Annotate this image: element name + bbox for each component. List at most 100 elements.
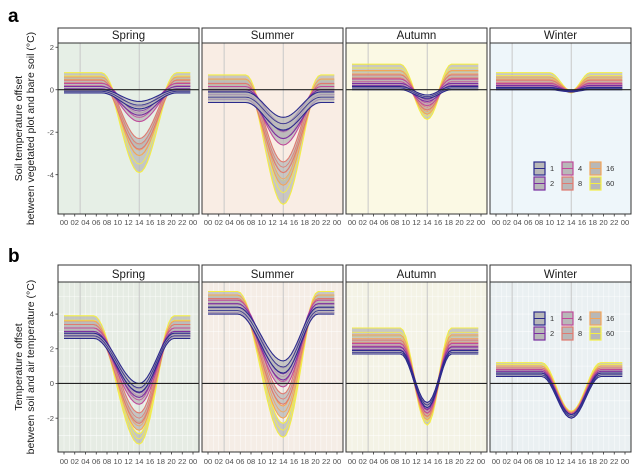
x-tick-label: 14 (135, 457, 143, 466)
x-tick-label: 00 (477, 218, 485, 227)
x-tick-label: 02 (503, 457, 511, 466)
x-tick-label: 10 (114, 218, 122, 227)
facet-strip-label: Winter (544, 269, 577, 281)
x-tick-label: 00 (189, 218, 197, 227)
x-tick-label: 00 (204, 218, 212, 227)
y-tick-label: 2 (50, 344, 54, 353)
ribbon-depth-1 (64, 89, 191, 109)
x-tick-label: 14 (135, 218, 143, 227)
x-tick-label: 08 (247, 457, 255, 466)
x-tick-label: 20 (599, 457, 607, 466)
line-depth-8-upper (64, 323, 191, 414)
x-tick-label: 00 (333, 457, 341, 466)
x-tick-label: 22 (322, 218, 330, 227)
x-tick-label: 10 (114, 457, 122, 466)
line-depth-2-upper (496, 84, 623, 92)
x-tick-label: 00 (204, 457, 212, 466)
x-tick-label: 18 (589, 457, 597, 466)
x-tick-label: 20 (167, 457, 175, 466)
x-tick-label: 18 (157, 218, 165, 227)
legend-label-60: 60 (606, 329, 614, 338)
x-tick-label: 22 (466, 218, 474, 227)
x-tick-label: 04 (225, 457, 233, 466)
facet-strip-label: Autumn (397, 30, 437, 42)
line-depth-1-mean (64, 335, 191, 389)
legend-label-8: 8 (578, 329, 582, 338)
y-tick-label: 2 (50, 43, 54, 52)
line-depth-60-upper (208, 290, 335, 425)
legend-label-16: 16 (606, 314, 614, 323)
ribbon-depth-1 (64, 333, 191, 393)
panel-letter-a: a (8, 6, 19, 27)
legend-label-60: 60 (606, 179, 614, 188)
x-tick-label: 04 (369, 457, 377, 466)
line-depth-1-lower (496, 375, 623, 419)
x-tick-label: 20 (599, 218, 607, 227)
x-tick-label: 16 (578, 218, 586, 227)
legend: 1 2 4 8 16 60 (533, 161, 614, 191)
x-tick-label: 00 (60, 218, 68, 227)
x-tick-label: 02 (215, 457, 223, 466)
x-tick-label: 06 (380, 218, 388, 227)
line-depth-60-upper (496, 72, 623, 92)
x-tick-label: 04 (81, 457, 89, 466)
x-tick-label: 20 (455, 457, 463, 466)
x-tick-label: 18 (157, 457, 165, 466)
facet-strip-label: Summer (251, 30, 295, 42)
x-tick-label: 22 (610, 218, 618, 227)
x-tick-label: 08 (535, 218, 543, 227)
line-depth-1-lower (208, 313, 335, 374)
x-tick-label: 20 (455, 218, 463, 227)
facet-strip-label: Winter (544, 30, 577, 42)
y-tick-label: 4 (50, 310, 54, 319)
x-tick-label: 02 (503, 218, 511, 227)
line-depth-1-upper (208, 91, 335, 118)
y-axis-title-line: between vegetated plot and bare soil (°C… (25, 32, 37, 225)
line-depth-1-upper (64, 332, 191, 385)
legend-label-1: 1 (550, 164, 554, 173)
line-depth-4-upper (496, 82, 623, 92)
line-depth-1-mean (208, 96, 335, 125)
legend-label-4: 4 (578, 314, 582, 323)
line-depth-1-lower (64, 92, 191, 110)
x-tick-label: 06 (524, 457, 532, 466)
x-tick-label: 18 (445, 218, 453, 227)
x-tick-label: 14 (423, 218, 431, 227)
x-tick-label: 16 (146, 218, 154, 227)
x-tick-label: 00 (348, 218, 356, 227)
line-depth-1-upper (208, 306, 335, 362)
line-depth-1-upper (352, 85, 479, 96)
x-tick-label: 16 (290, 218, 298, 227)
x-tick-label: 06 (92, 457, 100, 466)
line-depth-1-upper (352, 349, 479, 404)
x-tick-label: 08 (391, 218, 399, 227)
x-tick-label: 08 (103, 218, 111, 227)
y-axis-title-line: between soil and air temperature (°C) (25, 280, 37, 455)
panel-letter-b: b (8, 246, 20, 267)
x-tick-label: 14 (567, 218, 575, 227)
x-tick-label: 14 (279, 457, 287, 466)
facet-strip-label: Spring (112, 269, 145, 281)
legend-label-1: 1 (550, 314, 554, 323)
x-tick-label: 16 (578, 457, 586, 466)
line-depth-8-upper (496, 79, 623, 92)
plot-background (490, 43, 631, 214)
x-tick-label: 00 (492, 457, 500, 466)
x-tick-label: 12 (556, 457, 564, 466)
x-tick-label: 16 (434, 457, 442, 466)
x-tick-label: 12 (412, 457, 420, 466)
y-tick-label: -2 (47, 128, 54, 137)
y-tick-label: -4 (47, 170, 54, 179)
x-tick-label: 00 (60, 457, 68, 466)
y-tick-label: -2 (47, 414, 54, 423)
x-tick-label: 02 (359, 457, 367, 466)
x-tick-label: 02 (359, 218, 367, 227)
